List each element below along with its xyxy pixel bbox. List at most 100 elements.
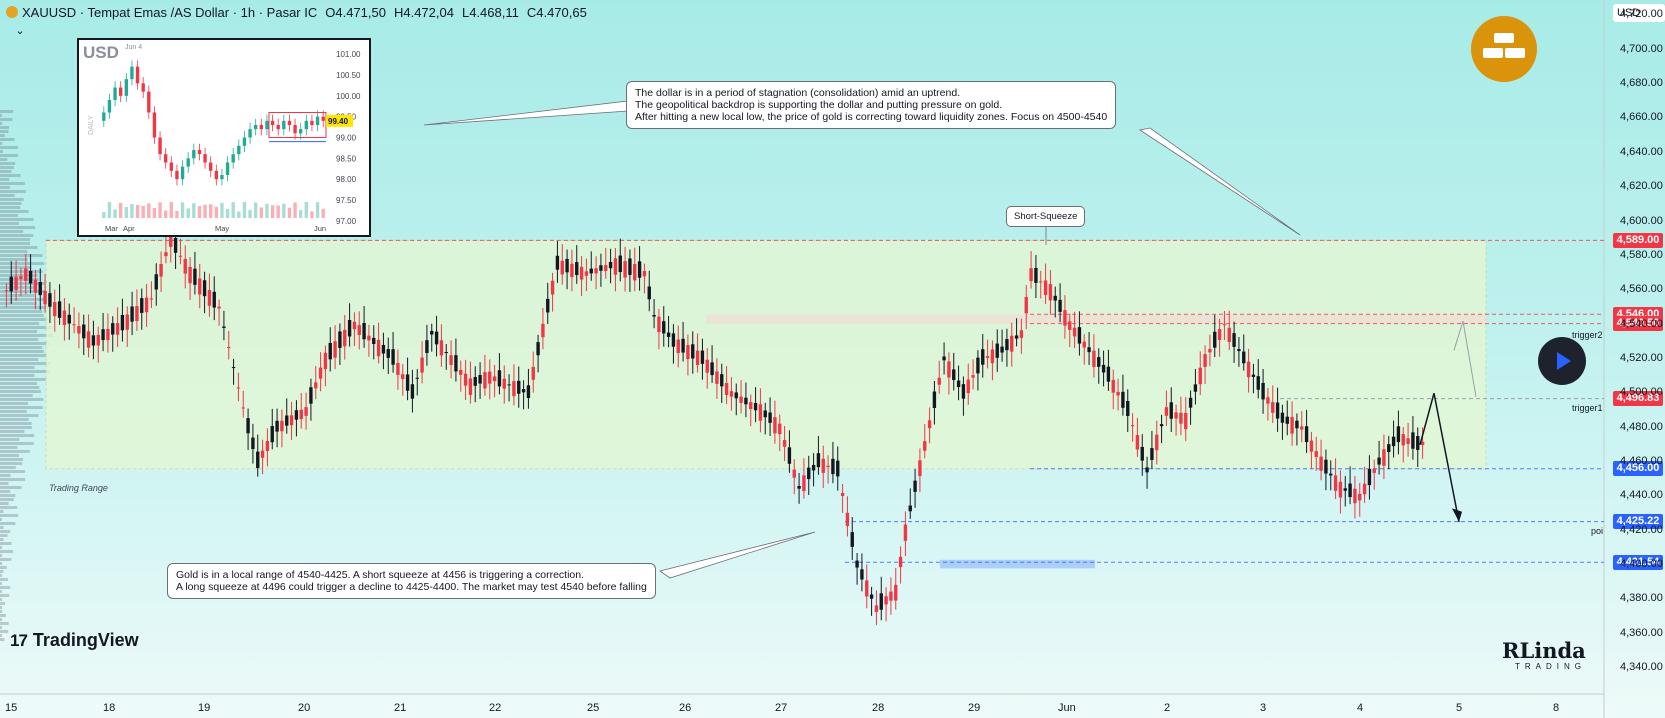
candle-body [67, 314, 71, 324]
inset-volume-bar [304, 202, 308, 218]
candle-body [642, 271, 647, 277]
volume-profile-bar [0, 418, 29, 421]
candle-body [753, 402, 758, 411]
volume-profile-bar [0, 158, 8, 161]
candle-body [1198, 367, 1202, 385]
candle-body [831, 458, 835, 475]
inset-candle-body [164, 154, 168, 163]
top-note-line-2: The geopolitical backdrop is supporting … [635, 99, 1003, 111]
candle-body [1043, 280, 1048, 295]
candle-body [1309, 440, 1314, 452]
candle-body [744, 397, 748, 405]
inset-volume-bar [164, 210, 168, 218]
liquidity-zone [706, 314, 1486, 324]
candle-body [1314, 451, 1318, 458]
volume-profile-bar [0, 198, 24, 201]
candle-body [468, 378, 473, 395]
candle-body [178, 255, 183, 257]
candle-body [947, 361, 951, 378]
candle-body [589, 268, 593, 274]
candle-body [1053, 295, 1057, 301]
price-axis-tick: 4,600.00 [1620, 214, 1663, 227]
inset-candle-body [225, 162, 230, 175]
axis-currency-unit[interactable]: USD [1613, 4, 1665, 22]
candle-body [318, 367, 323, 379]
candle-body [106, 328, 110, 341]
volume-profile-bar [0, 434, 35, 437]
inset-y-tick: 100.50 [336, 71, 361, 80]
price-tag: 4,401.54 [1613, 554, 1663, 570]
candle-body [560, 260, 564, 275]
volume-profile-bar [0, 190, 26, 193]
volume-profile-bar [0, 598, 2, 601]
symbol-line: XAUUSD · Tempat Emas /AS Dollar · 1h · P… [22, 4, 318, 20]
candle-body [700, 350, 705, 364]
candle-body [705, 359, 709, 373]
candle-body [1010, 335, 1014, 352]
volume-profile-bar [0, 626, 2, 629]
candle-body [299, 409, 303, 420]
candle-body [1246, 361, 1251, 378]
volume-profile-bar [0, 186, 11, 189]
top-note-pointer-right [1138, 127, 1301, 236]
symbol-header[interactable]: XAUUSD · Tempat Emas /AS Dollar · 1h · P… [6, 3, 587, 21]
candle-body [285, 415, 289, 426]
candle-body [623, 261, 627, 278]
candle-body [188, 266, 192, 284]
time-axis-tick: 29 [968, 702, 981, 714]
candle-body [314, 382, 318, 389]
chevron-down-icon[interactable]: ⌄ [15, 25, 25, 37]
top-annotation: The dollar is in a period of stagnation … [626, 81, 1117, 129]
volume-profile-bar [0, 498, 14, 501]
candle-body [802, 475, 806, 492]
volume-profile-bar [0, 178, 10, 181]
play-button[interactable] [1538, 337, 1586, 385]
inset-candle-body [321, 116, 325, 121]
projection-arrowhead [1452, 508, 1462, 523]
candle-body [1232, 333, 1236, 347]
inset-volume-bar [220, 202, 224, 218]
candle-body [778, 423, 782, 435]
inset-volume-bar [119, 202, 123, 218]
volume-profile-bar [0, 250, 28, 253]
candle-body [507, 384, 511, 386]
volume-profile-bar [0, 238, 31, 241]
inset-volume-bar [321, 208, 325, 218]
candle-body [48, 293, 52, 307]
volume-profile-bar [0, 126, 9, 129]
volume-profile-bar [0, 622, 9, 625]
rlinda-watermark: RLinda [1502, 638, 1586, 663]
inset-candle-body [180, 166, 185, 180]
volume-profile-bar [0, 354, 47, 357]
time-axis-tick: 8 [1553, 702, 1560, 714]
candle-body [275, 420, 279, 432]
volume-profile-bar [0, 306, 49, 309]
candle-body [1203, 354, 1207, 367]
candle-body [198, 278, 202, 295]
candle-body [415, 377, 419, 379]
ohlc-open: O4.471,50 [325, 4, 386, 20]
inset-candle-body [192, 150, 196, 159]
inset-candle-body [130, 66, 134, 80]
tradingview-logo[interactable]: 17 TradingView [10, 630, 139, 651]
inset-x-tick: Jun [314, 224, 326, 233]
inset-volume-bar [209, 204, 213, 218]
candle-body [729, 391, 734, 397]
candle-body [9, 276, 13, 292]
price-axis-tick: 4,440.00 [1620, 489, 1663, 502]
candle-body [1116, 391, 1120, 396]
candle-body [459, 369, 463, 375]
candle-body [594, 268, 598, 274]
volume-profile-bar [0, 274, 38, 277]
candle-body [362, 322, 366, 340]
candle-body [222, 326, 226, 328]
inset-last-price: 99.40 [328, 117, 349, 126]
time-axis-tick: 26 [679, 702, 692, 714]
candle-body [821, 458, 825, 473]
volume-profile-bar [0, 334, 53, 337]
volume-profile-bar [0, 378, 46, 381]
volume-profile-bar [0, 582, 2, 585]
bottom-note-line-2: A long squeeze at 4496 could trigger a d… [176, 581, 647, 593]
candle-body [1179, 412, 1183, 424]
